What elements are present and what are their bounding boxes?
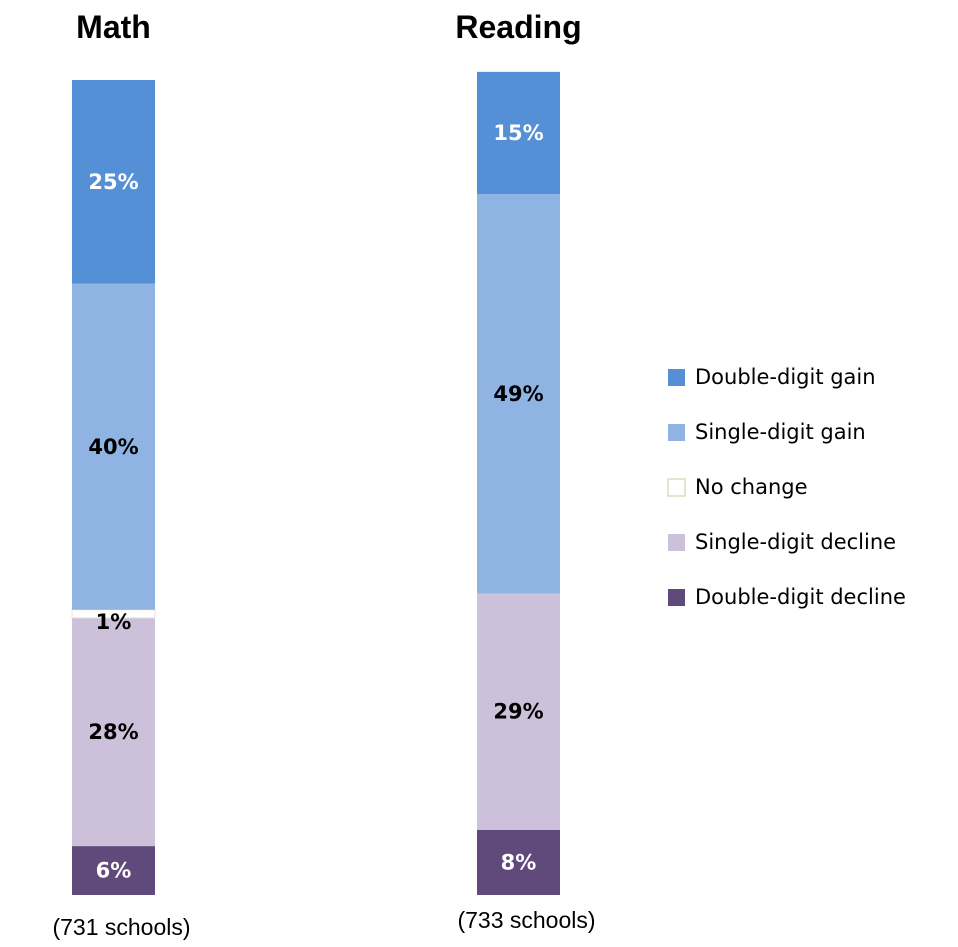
data-label-single-digit-decline: 29% <box>493 700 543 724</box>
legend-label: Double-digit decline <box>695 585 906 609</box>
legend-item-no-change: No change <box>667 475 808 499</box>
bar-segment-single-digit-decline <box>477 593 560 830</box>
chart-panels: Math 6% 28% 1% 40% 25% (731 schools) Reading 8% 2… <box>52 9 595 940</box>
legend-item-single-digit-decline: Single-digit decline <box>668 530 896 554</box>
data-label-double-digit-decline: 6% <box>96 859 132 883</box>
panel-math: Math 6% 28% 1% 40% 25% (731 schools) <box>52 9 190 940</box>
legend-label: Single-digit decline <box>695 530 896 554</box>
data-label-no-change: 1% <box>96 610 132 634</box>
panel-title: Math <box>76 9 151 45</box>
legend-swatch <box>667 478 686 497</box>
legend-item-single-digit-gain: Single-digit gain <box>668 420 866 444</box>
legend-label: Single-digit gain <box>695 420 866 444</box>
legend-swatch <box>668 589 685 606</box>
bar-segment-single-digit-decline <box>72 617 155 847</box>
data-label-single-digit-decline: 28% <box>88 720 138 744</box>
legend-label: No change <box>695 475 808 499</box>
bar-segment-single-digit-gain <box>477 194 560 594</box>
legend: Double-digit gain Single-digit gain No cha… <box>667 365 906 609</box>
legend-swatch <box>668 424 685 441</box>
data-label-single-digit-gain: 40% <box>88 435 138 459</box>
legend-swatch <box>668 369 685 386</box>
legend-label: Double-digit gain <box>695 365 876 389</box>
legend-item-double-digit-gain: Double-digit gain <box>668 365 876 389</box>
legend-swatch <box>668 534 685 551</box>
bar-segment-double-digit-decline <box>477 829 560 895</box>
panel-title: Reading <box>455 9 581 45</box>
data-label-double-digit-gain: 15% <box>493 121 543 145</box>
data-label-single-digit-gain: 49% <box>493 382 543 406</box>
bar-segment-double-digit-decline <box>72 846 155 895</box>
legend-item-double-digit-decline: Double-digit decline <box>668 585 906 609</box>
school-count: (731 schools) <box>52 914 190 940</box>
data-label-double-digit-decline: 8% <box>501 850 537 874</box>
data-label-double-digit-gain: 25% <box>88 170 138 194</box>
school-count: (733 schools) <box>457 907 595 933</box>
bar-segment-double-digit-gain <box>72 80 155 284</box>
bar-segment-single-digit-gain <box>72 283 155 610</box>
bar-segment-double-digit-gain <box>477 71 560 195</box>
